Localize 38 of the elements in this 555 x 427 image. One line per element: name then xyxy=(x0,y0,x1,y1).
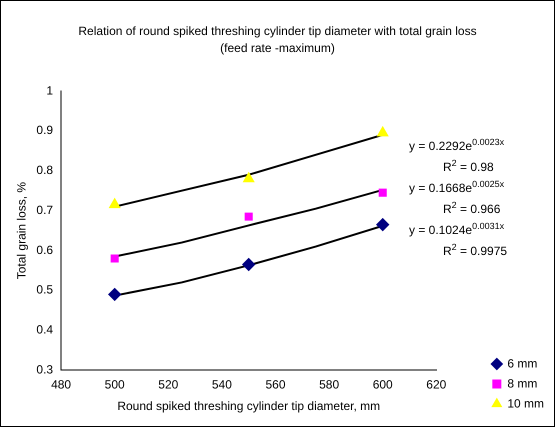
point xyxy=(243,172,254,182)
y-tick-label: 0.4 xyxy=(36,322,54,337)
y-tick-label: 0.5 xyxy=(36,282,54,297)
annotation: y = 0.2292e$^{0.0023x}$ xyxy=(409,137,506,155)
y-axis-title: Total grain loss, % xyxy=(14,182,29,280)
chart-subtitle: (feed rate -maximum) xyxy=(219,40,336,57)
legend-label: 10 mm xyxy=(507,396,544,410)
y-tick-label: 0.8 xyxy=(36,163,54,178)
x-axis-title: Round spiked threshing cylinder tip diameter, mm xyxy=(117,399,380,414)
text: R$^{2}$ = 0.98 xyxy=(442,158,495,176)
y-tick-label: 0.7 xyxy=(36,202,54,217)
point xyxy=(110,254,119,263)
x-tick-label: 600 xyxy=(372,378,394,392)
point xyxy=(108,288,122,301)
y-tick-label: 0.6 xyxy=(36,242,54,257)
point xyxy=(376,218,390,232)
text: R$^{2}$ = 0.966 xyxy=(442,200,502,218)
y-tick-label: 0.9 xyxy=(36,123,54,138)
point xyxy=(108,198,120,208)
x-tick-label: 580 xyxy=(319,378,340,392)
annotation: y = 0.1024e$^{0.0031x}$ xyxy=(409,221,506,239)
point xyxy=(244,212,253,221)
point xyxy=(377,126,388,136)
x-tick-label: 480 xyxy=(51,378,72,392)
x-tick-label: 560 xyxy=(265,378,286,392)
text: R$^{2}$ = 0.9975 xyxy=(442,242,508,260)
legend-label: 6 mm xyxy=(507,356,538,370)
point xyxy=(378,188,387,197)
y-tick-label: 1 xyxy=(46,83,54,98)
chart-title: Relation of round spiked threshing cylinder tip diameter with total grain loss xyxy=(77,23,478,40)
legend-label: 8 mm xyxy=(507,376,538,390)
x-tick-label: 500 xyxy=(104,378,126,392)
x-tick-label: 540 xyxy=(212,378,232,392)
y-tick-label: 0.3 xyxy=(36,362,54,377)
x-tick-label: 520 xyxy=(158,378,179,392)
x-tick-label: 620 xyxy=(426,378,447,392)
point xyxy=(242,258,256,272)
annotation: y = 0.1668e$^{0.0025x}$ xyxy=(409,179,506,197)
